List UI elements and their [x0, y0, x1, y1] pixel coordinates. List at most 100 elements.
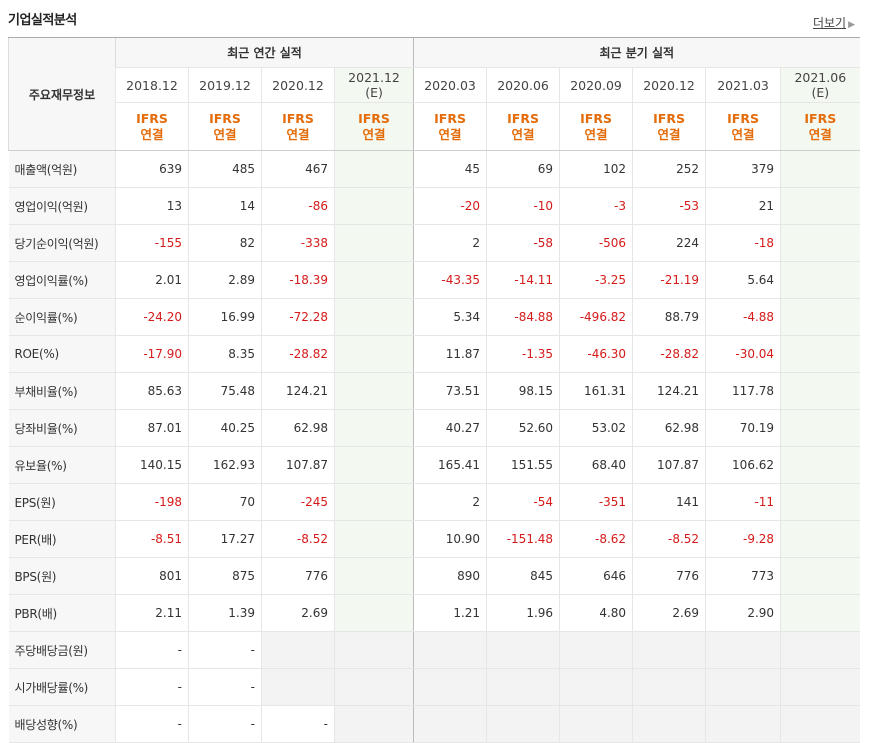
table-row: 주당배당금(원) - -	[8, 631, 860, 669]
table-cell	[486, 705, 560, 743]
table-cell: 141	[632, 483, 706, 521]
standard-label: IFRS 연결	[780, 102, 860, 151]
period-header: 2020.12	[261, 67, 335, 103]
table-cell	[780, 668, 860, 706]
more-link[interactable]: 더보기 ▶	[813, 14, 855, 31]
table-cell	[333, 520, 414, 558]
table-cell: 16.99	[188, 298, 262, 336]
table-cell: 107.87	[261, 446, 335, 484]
table-cell: 87.01	[115, 409, 189, 447]
table-cell	[780, 483, 860, 521]
table-cell	[780, 594, 860, 632]
row-label: BPS(원)	[8, 557, 116, 595]
table-cell: -9.28	[705, 520, 781, 558]
table-cell: 102	[559, 150, 633, 188]
table-cell: -58	[486, 224, 560, 262]
table-row: 유보율(%) 140.15 162.93 107.87 165.41 151.55 68.4…	[8, 446, 860, 484]
table-cell: 2.90	[705, 594, 781, 632]
period-label: 2020.09	[570, 77, 622, 93]
standard-consolidated: 연결	[362, 126, 386, 142]
period-label: 2021.12	[348, 70, 400, 85]
table-cell: -10	[486, 187, 560, 225]
table-cell	[261, 668, 335, 706]
table-cell	[413, 668, 487, 706]
standard-ifrs: IFRS	[804, 110, 837, 126]
standard-ifrs: IFRS	[209, 110, 241, 126]
row-label: ROE(%)	[8, 335, 116, 373]
table-cell: 776	[632, 557, 706, 595]
table-cell: 107.87	[632, 446, 706, 484]
table-row: ROE(%) -17.90 8.35 -28.82 11.87 -1.35 -46.30 -2…	[8, 335, 860, 373]
table-cell: -3	[559, 187, 633, 225]
standard-consolidated: 연결	[213, 126, 237, 142]
table-cell: 2.11	[115, 594, 189, 632]
period-header: 2020.12	[632, 67, 706, 103]
table-cell: -245	[261, 483, 335, 521]
table-cell: -8.52	[632, 520, 706, 558]
table-cell: -20	[413, 187, 487, 225]
period-label: 2020.03	[424, 77, 476, 93]
table-cell: 62.98	[632, 409, 706, 447]
table-cell: 2.01	[115, 261, 189, 299]
table-cell	[780, 187, 860, 225]
table-cell: 17.27	[188, 520, 262, 558]
table-cell: -	[188, 705, 262, 743]
period-header: 2020.03	[413, 67, 487, 103]
standard-label: IFRS 연결	[413, 102, 487, 151]
table-cell	[632, 631, 706, 669]
standard-ifrs: IFRS	[282, 110, 314, 126]
table-cell: 40.25	[188, 409, 262, 447]
table-cell	[705, 705, 781, 743]
table-cell: -18.39	[261, 261, 335, 299]
table-cell	[780, 557, 860, 595]
table-cell: 5.34	[413, 298, 487, 336]
table-row: 순이익률(%) -24.20 16.99 -72.28 5.34 -84.88 -496.8…	[8, 298, 860, 336]
table-row: 부채비율(%) 85.63 75.48 124.21 73.51 98.15 161.31 1…	[8, 372, 860, 410]
table-cell: 98.15	[486, 372, 560, 410]
table-cell: 845	[486, 557, 560, 595]
table-cell: -496.82	[559, 298, 633, 336]
section-title: 기업실적분석	[8, 13, 77, 28]
table-cell: 73.51	[413, 372, 487, 410]
table-cell: 88.79	[632, 298, 706, 336]
table-cell: 85.63	[115, 372, 189, 410]
table-cell	[333, 594, 414, 632]
table-cell: -	[188, 631, 262, 669]
table-cell: 8.35	[188, 335, 262, 373]
standard-label: IFRS 연결	[188, 102, 262, 151]
table-cell	[261, 631, 335, 669]
table-cell: 21	[705, 187, 781, 225]
table-cell: 69	[486, 150, 560, 188]
table-cell: -14.11	[486, 261, 560, 299]
table-cell	[486, 631, 560, 669]
table-row: BPS(원) 801 875 776 890 845 646 776 773	[8, 557, 860, 595]
standard-label: IFRS 연결	[559, 102, 633, 151]
table-cell: 2.89	[188, 261, 262, 299]
table-cell	[780, 705, 860, 743]
table-cell: -17.90	[115, 335, 189, 373]
table-cell: 62.98	[261, 409, 335, 447]
table-cell	[333, 224, 414, 262]
table-row: 영업이익(억원) 13 14 -86 -20 -10 -3 -53 21	[8, 187, 860, 225]
standard-label: IFRS 연결	[705, 102, 781, 151]
table-cell: 151.55	[486, 446, 560, 484]
table-cell: 2	[413, 224, 487, 262]
table-cell	[780, 631, 860, 669]
period-header: 2020.09	[559, 67, 633, 103]
row-label: 배당성향(%)	[8, 705, 116, 743]
table-cell: -351	[559, 483, 633, 521]
table-cell	[333, 335, 414, 373]
table-cell	[333, 557, 414, 595]
table-cell: -11	[705, 483, 781, 521]
table-cell: -46.30	[559, 335, 633, 373]
table-row: 배당성향(%) - - -	[8, 705, 860, 743]
table-cell	[333, 372, 414, 410]
row-label: 영업이익(억원)	[8, 187, 116, 225]
more-link-label[interactable]: 더보기	[812, 16, 847, 30]
table-cell	[333, 187, 414, 225]
standard-consolidated: 연결	[286, 126, 310, 142]
row-label: 매출액(억원)	[8, 150, 116, 188]
standard-ifrs: IFRS	[434, 110, 466, 126]
table-cell	[705, 668, 781, 706]
table-cell: -28.82	[632, 335, 706, 373]
